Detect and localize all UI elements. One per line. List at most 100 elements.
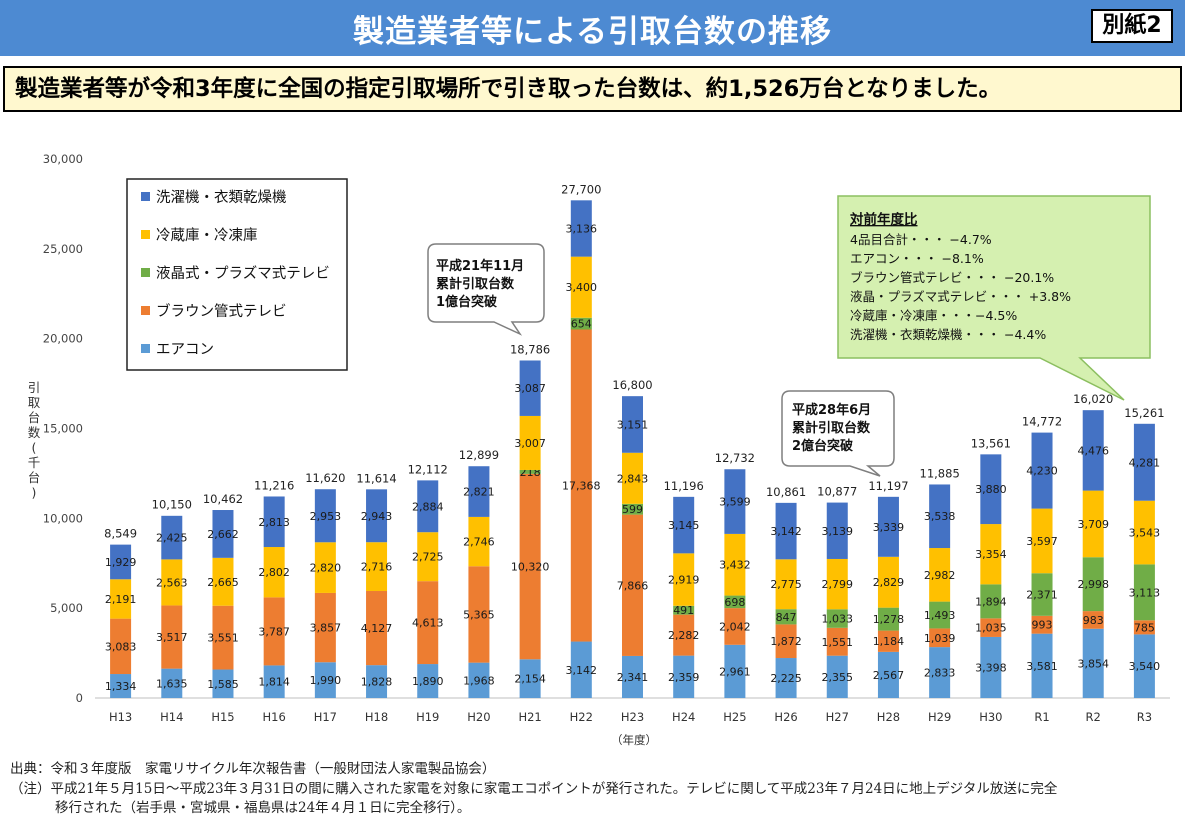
data-label: 1,635 <box>156 677 188 690</box>
legend-label: エアコン <box>156 342 214 358</box>
bar-segment <box>417 532 439 582</box>
bar-segment <box>775 624 797 659</box>
legend-label: 洗濯機・衣類乾燥機 <box>156 189 287 206</box>
bar-segment <box>877 630 899 652</box>
total-label: 15,261 <box>1124 406 1164 420</box>
data-label: 3,857 <box>310 622 342 635</box>
bar-segment <box>1082 557 1104 612</box>
total-label: 8,549 <box>104 526 137 540</box>
data-label: 654 <box>571 318 592 331</box>
bar-segment <box>724 608 746 645</box>
bar-segment <box>161 605 183 669</box>
data-label: 2,820 <box>310 562 342 575</box>
total-label: 16,020 <box>1073 392 1113 406</box>
bar-segment <box>1031 615 1053 634</box>
total-label: 10,877 <box>817 485 857 499</box>
data-label: 3,145 <box>668 519 700 532</box>
data-label: 1,035 <box>975 622 1007 635</box>
bar-segment <box>417 581 439 665</box>
bar-segment <box>775 559 797 610</box>
comparison-line: 液晶・プラズマ式テレビ・・・ +3.8% <box>850 289 1071 304</box>
total-label: 11,196 <box>664 479 704 493</box>
total-label: 18,786 <box>510 342 550 356</box>
total-label: 10,861 <box>766 485 806 499</box>
bar-segment <box>929 548 951 602</box>
y-tick-label: 0 <box>76 691 83 705</box>
total-label: 16,800 <box>612 378 652 392</box>
data-label: 2,355 <box>822 671 854 684</box>
bar-segment <box>622 396 643 453</box>
bar-segment <box>826 502 848 559</box>
bar-segment <box>929 628 951 648</box>
bar-segment <box>263 496 285 548</box>
callout-h28-text: 平成28年6月 <box>792 402 871 418</box>
data-label: 3,543 <box>1129 527 1161 540</box>
data-label: 3,709 <box>1077 518 1109 531</box>
bar-segment <box>622 655 643 698</box>
x-tick-label: H16 <box>263 710 286 724</box>
y-axis-label-char: 数 <box>28 425 41 440</box>
data-label: 4,281 <box>1129 456 1161 469</box>
data-label: 2,225 <box>770 672 802 685</box>
data-label: 2,843 <box>617 472 649 485</box>
y-tick-label: 5,000 <box>50 601 83 615</box>
y-axis-label-char: ( <box>32 440 37 455</box>
data-label: 1,551 <box>822 636 854 649</box>
bar-segment <box>366 591 388 666</box>
bar-segment <box>212 557 234 606</box>
bar-segment <box>877 556 899 608</box>
data-label: 2,341 <box>617 671 649 684</box>
data-label: 3,339 <box>873 521 905 534</box>
data-label: 3,398 <box>975 661 1007 674</box>
bar-segment <box>1133 564 1155 621</box>
bar-segment <box>366 489 388 543</box>
data-label: 1,968 <box>463 674 495 687</box>
y-axis-label-char: 台 <box>28 470 41 485</box>
data-label: 2,802 <box>258 566 290 579</box>
x-tick-label: H28 <box>877 710 900 724</box>
data-label: 7,866 <box>617 579 649 592</box>
data-label: 2,191 <box>105 593 137 606</box>
bar-segment <box>1031 508 1053 574</box>
bar-segment <box>366 542 388 592</box>
bar-segment <box>570 317 592 330</box>
bar-segment <box>161 515 183 560</box>
data-label: 2,953 <box>310 510 342 523</box>
bar-segment <box>417 664 439 698</box>
data-label: 2,567 <box>873 669 905 682</box>
bar-segment <box>417 480 439 533</box>
bar-segment <box>161 668 183 698</box>
y-axis-label-char: 台 <box>28 410 41 425</box>
data-label: 1,890 <box>412 675 444 688</box>
bar-segment <box>110 618 132 675</box>
data-label: 1,585 <box>207 678 239 691</box>
data-label: 1,894 <box>975 595 1007 608</box>
data-label: 2,665 <box>207 576 239 589</box>
bar-segment <box>570 200 592 257</box>
x-tick-label: H13 <box>109 710 132 724</box>
bar-segment <box>1133 500 1155 565</box>
bar-segment <box>724 644 746 698</box>
data-label: 3,432 <box>719 559 751 572</box>
data-label: 2,563 <box>156 576 188 589</box>
y-axis-label-char: 千 <box>28 455 41 470</box>
bar-segment <box>1082 628 1104 698</box>
bar-segment <box>519 415 541 470</box>
callout-h28-box <box>781 390 895 477</box>
bar-segment <box>929 484 951 549</box>
data-label: 2,799 <box>822 578 854 591</box>
bar-segment <box>980 584 1002 619</box>
callout-h28-text: 累計引取台数 <box>792 420 871 436</box>
data-label: 1,493 <box>924 609 956 622</box>
data-label: 1,814 <box>258 676 290 689</box>
data-label: 3,599 <box>719 496 751 509</box>
callout-h21-text: 平成21年11月 <box>436 258 524 274</box>
bar-segment <box>1082 611 1104 629</box>
data-label: 1,278 <box>873 613 905 626</box>
x-tick-label: H19 <box>416 710 439 724</box>
y-axis-label-char: 取 <box>28 395 41 410</box>
data-label: 785 <box>1134 621 1155 634</box>
total-label: 11,614 <box>356 471 396 485</box>
bar-segment <box>212 669 234 698</box>
bar-segment <box>1133 634 1155 698</box>
